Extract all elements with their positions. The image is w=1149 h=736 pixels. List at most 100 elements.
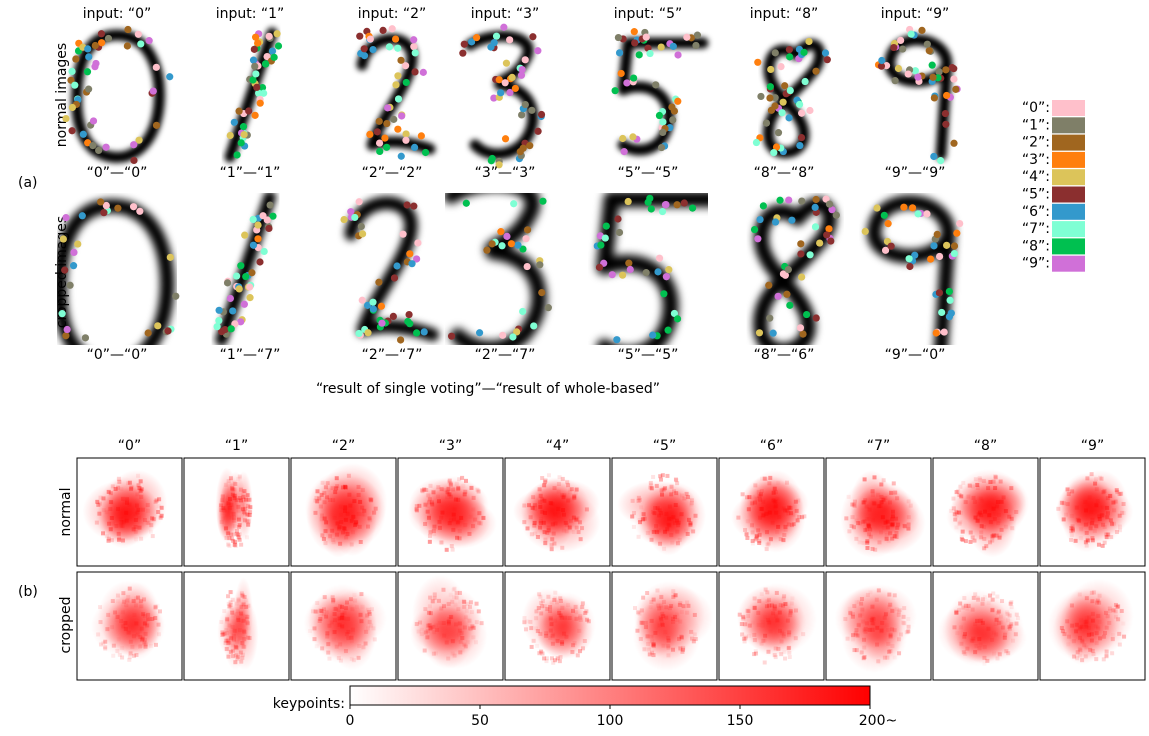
heat-pixel	[314, 496, 318, 500]
keypoint	[806, 251, 813, 258]
heat-pixel	[875, 598, 879, 602]
heat-layer	[737, 583, 817, 664]
keypoint	[763, 119, 770, 126]
heat-pixel	[981, 602, 985, 606]
heatmap	[612, 458, 717, 566]
heat-pixel	[140, 604, 144, 608]
heat-pixel	[1091, 619, 1095, 623]
heat-pixel	[123, 621, 127, 625]
heat-pixel	[851, 633, 855, 637]
heat-pixel	[906, 617, 910, 621]
heat-pixel	[333, 490, 337, 494]
heat-pixel	[337, 526, 341, 530]
heat-pixel	[347, 474, 351, 478]
heat-pixel	[1087, 615, 1091, 619]
keypoint	[246, 294, 253, 301]
heat-pixel	[243, 518, 247, 522]
heat-pixel	[862, 646, 866, 650]
heat-pixel	[1090, 639, 1094, 643]
heat-pixel	[126, 481, 130, 485]
heat-pixel	[111, 484, 115, 488]
heat-pixel	[231, 598, 235, 602]
heat-pixel	[753, 606, 757, 610]
keypoint	[262, 60, 269, 67]
keypoint	[827, 237, 834, 244]
keypoint	[942, 110, 949, 117]
heat-pixel	[1084, 523, 1088, 527]
heat-pixel	[246, 636, 250, 640]
heat-pixel	[226, 655, 230, 659]
heat-pixel	[891, 510, 895, 514]
heat-pixel	[437, 520, 441, 524]
heat-pixel	[789, 611, 793, 615]
heat-pixel	[111, 522, 115, 526]
heat-pixel	[542, 521, 546, 525]
heat-pixel	[467, 532, 471, 536]
heat-pixel	[740, 632, 744, 636]
keypoint	[798, 134, 805, 141]
heat-pixel	[670, 485, 674, 489]
keypoint	[369, 299, 376, 306]
heat-pixel	[885, 537, 889, 541]
keypoint	[613, 336, 620, 343]
heat-pixel	[427, 514, 431, 518]
heat-pixel	[974, 644, 978, 648]
keypoint	[448, 333, 455, 340]
keypoint	[72, 55, 79, 62]
heat-pixel	[872, 475, 876, 479]
heat-pixel	[226, 594, 230, 598]
heat-pixel	[95, 521, 99, 525]
heat-pixel	[242, 630, 246, 634]
heat-pixel	[529, 515, 533, 519]
heat-pixel	[322, 537, 326, 541]
heat-pixel	[339, 505, 343, 509]
heat-pixel	[323, 500, 327, 504]
heatmap	[505, 572, 610, 680]
heat-pixel	[358, 500, 362, 504]
heat-pixel	[785, 481, 789, 485]
heat-pixel	[452, 588, 456, 592]
digit-stroke-group	[890, 40, 947, 155]
heat-pixel	[233, 629, 237, 633]
heat-pixel	[109, 500, 113, 504]
heat-pixel	[434, 651, 438, 655]
heat-pixel	[959, 625, 963, 629]
heat-pixel	[146, 503, 150, 507]
heat-pixel	[1084, 508, 1088, 512]
keypoint	[602, 234, 609, 241]
keypoint	[643, 269, 650, 276]
heat-pixel	[247, 498, 251, 502]
heat-pixel	[1014, 510, 1018, 514]
heat-pixel	[962, 635, 966, 639]
heat-pixel	[429, 626, 433, 630]
keypoint	[375, 279, 382, 286]
heat-pixel	[544, 634, 548, 638]
heat-layer	[731, 470, 809, 553]
heat-pixel	[894, 531, 898, 535]
colorbar-tick-label: 200~	[859, 713, 897, 729]
heat-pixel	[753, 638, 757, 642]
heat-pixel	[121, 610, 125, 614]
heat-pixel	[420, 632, 424, 636]
heat-pixel	[458, 591, 462, 595]
keypoint	[674, 98, 681, 105]
keypoint	[476, 329, 483, 336]
heat-pixel	[1118, 528, 1122, 532]
keypoint	[943, 242, 950, 249]
heat-pixel	[1090, 518, 1094, 522]
heat-pixel	[884, 612, 888, 616]
heat-pixel	[973, 622, 977, 626]
heat-pixel	[335, 484, 339, 488]
heat-pixel	[539, 517, 543, 521]
heat-pixel	[549, 616, 553, 620]
heat-pixel	[326, 651, 330, 655]
keypoint	[394, 45, 401, 52]
heat-pixel	[129, 486, 133, 490]
heat-pixel	[764, 512, 768, 516]
keypoint	[659, 129, 666, 136]
keypoint	[800, 49, 807, 56]
keypoint	[95, 147, 102, 154]
heat-pixel	[361, 488, 365, 492]
heat-pixel	[229, 603, 233, 607]
heat-pixel	[532, 639, 536, 643]
